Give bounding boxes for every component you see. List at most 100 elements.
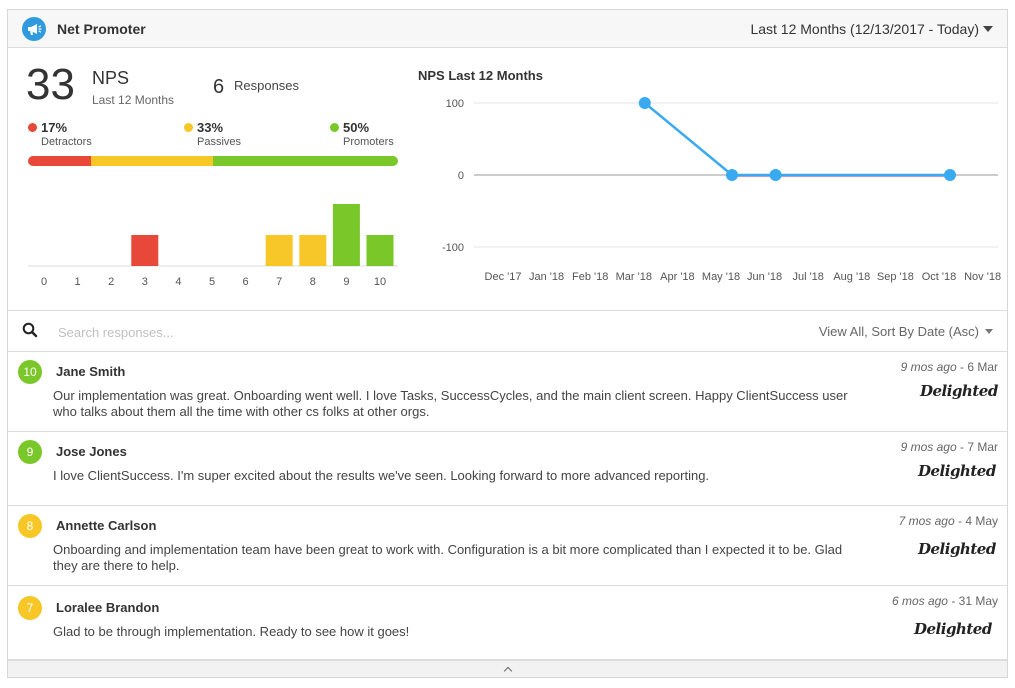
megaphone-icon xyxy=(22,17,46,41)
responses-count: 6 xyxy=(213,76,225,98)
x-tick-label: Sep '18 xyxy=(877,271,914,283)
response-date: - 7 Mar xyxy=(956,440,998,454)
passives-percent: 33% xyxy=(197,120,224,135)
caret-down-icon[interactable] xyxy=(983,26,993,32)
distribution-segment xyxy=(212,156,398,166)
histogram-tick-label: 2 xyxy=(108,276,114,288)
detractors-label: Detractors xyxy=(41,136,92,148)
net-promoter-panel: Net Promoter Last 12 Months (12/13/2017 … xyxy=(7,9,1008,678)
passives-dot xyxy=(184,123,193,132)
nps-distribution-bar xyxy=(28,156,398,166)
relative-time: 9 mos ago xyxy=(900,440,957,454)
delighted-logo: Delighted xyxy=(920,382,998,400)
promoters-dot xyxy=(330,123,339,132)
chevron-up-icon[interactable] xyxy=(503,666,512,676)
relative-time: 9 mos ago xyxy=(900,360,957,374)
score-badge: 9 xyxy=(18,440,42,464)
delighted-logo: Delighted xyxy=(914,620,992,638)
x-tick-label: Nov '18 xyxy=(964,271,1001,283)
response-text: Glad to be through implementation. Ready… xyxy=(53,624,410,639)
y-tick-label: 0 xyxy=(458,170,464,182)
response-time: 9 mos ago - 7 Mar xyxy=(901,440,998,454)
caret-down-icon[interactable] xyxy=(985,329,993,334)
detractors-dot xyxy=(28,123,37,132)
series-line xyxy=(644,102,950,177)
response-time: 7 mos ago - 4 May xyxy=(899,514,998,528)
nps-line-chart: 100 0 -100 Dec '17 Jan '18 Feb '18 Mar '18 Apr … xyxy=(442,97,1001,283)
histogram-tick-label: 1 xyxy=(75,276,81,288)
x-tick-label: Jul '18 xyxy=(792,271,823,283)
nps-label: NPS xyxy=(92,68,130,88)
x-tick-label: Aug '18 xyxy=(833,271,870,283)
y-tick-label: -100 xyxy=(442,242,464,254)
x-tick-label: May '18 xyxy=(702,271,740,283)
detractors-stat: 17% Detractors xyxy=(28,120,92,148)
x-tick-label: Jan '18 xyxy=(529,271,564,283)
response-item[interactable]: 10 Jane Smith Our implementation was great… xyxy=(8,352,1007,432)
data-point xyxy=(638,97,651,109)
data-point xyxy=(726,169,738,181)
x-tick-label: Feb '18 xyxy=(572,271,608,283)
search-bar: View All, Sort By Date (Asc) xyxy=(8,310,1007,352)
score-histogram: 0 1 2 3 4 5 6 7 8 9 10 xyxy=(28,204,398,288)
response-date: - 6 Mar xyxy=(956,360,998,374)
response-text: Our implementation was great. Onboarding… xyxy=(53,388,848,419)
distribution-segment xyxy=(28,156,91,166)
response-date: - 4 May xyxy=(954,514,998,528)
histogram-tick-label: 9 xyxy=(343,276,349,288)
distribution-segment xyxy=(90,156,213,166)
promoters-stat: 50% Promoters xyxy=(330,120,394,148)
respondent-name[interactable]: Jane Smith xyxy=(56,364,126,379)
histogram-tick-label: 5 xyxy=(209,276,215,288)
search-icon[interactable] xyxy=(22,322,38,343)
y-tick-label: 100 xyxy=(446,98,464,110)
response-text: Onboarding and implementation team have … xyxy=(53,542,843,573)
histogram-tick-label: 7 xyxy=(276,276,282,288)
histogram-tick-label: 6 xyxy=(243,276,249,288)
delighted-logo: Delighted xyxy=(918,462,996,480)
x-tick-label: Oct '18 xyxy=(922,271,957,283)
search-input[interactable] xyxy=(58,322,458,342)
histogram-tick-label: 0 xyxy=(41,276,47,288)
promoters-label: Promoters xyxy=(343,136,394,148)
passives-label: Passives xyxy=(197,136,242,148)
x-tick-label: Jun '18 xyxy=(747,271,782,283)
promoters-percent: 50% xyxy=(343,120,370,135)
score-badge: 10 xyxy=(18,360,42,384)
panel-title: Net Promoter xyxy=(57,21,146,37)
histogram-bar xyxy=(131,235,159,266)
histogram-tick-label: 4 xyxy=(175,276,181,288)
nps-period: Last 12 Months xyxy=(92,93,175,107)
response-text: I love ClientSuccess. I'm super excited … xyxy=(53,468,710,483)
relative-time: 7 mos ago xyxy=(898,514,955,528)
histogram-tick-label: 3 xyxy=(142,276,148,288)
histogram-bar xyxy=(299,235,327,266)
x-tick-label: Mar '18 xyxy=(616,271,652,283)
response-date: - 31 May xyxy=(947,594,998,608)
response-item[interactable]: 8 Annette Carlson Onboarding and implement… xyxy=(8,506,1007,586)
sort-dropdown[interactable]: View All, Sort By Date (Asc) xyxy=(818,324,979,339)
detractors-percent: 17% xyxy=(41,120,68,135)
relative-time: 6 mos ago xyxy=(891,594,948,608)
respondent-name[interactable]: Jose Jones xyxy=(56,444,127,459)
response-item[interactable]: 7 Loralee Brandon Glad to be through imple… xyxy=(8,586,1007,660)
date-range-dropdown[interactable]: Last 12 Months (12/13/2017 - Today) xyxy=(750,21,979,37)
data-point xyxy=(944,169,956,181)
respondent-name[interactable]: Loralee Brandon xyxy=(56,600,160,615)
response-item[interactable]: 9 Jose Jones I love ClientSuccess. I'm sup… xyxy=(8,432,1007,506)
histogram-bar xyxy=(332,204,360,266)
panel-header: Net Promoter Last 12 Months (12/13/2017 … xyxy=(8,10,1007,48)
responses-label: Responses xyxy=(234,78,300,93)
collapse-bar[interactable] xyxy=(8,660,1007,677)
chart-title: NPS Last 12 Months xyxy=(418,68,543,83)
histogram-bar xyxy=(265,235,293,266)
score-badge: 7 xyxy=(18,596,42,620)
response-time: 9 mos ago - 6 Mar xyxy=(901,360,998,374)
score-badge: 8 xyxy=(18,514,42,538)
data-point xyxy=(769,169,782,181)
passives-stat: 33% Passives xyxy=(184,120,241,148)
respondent-name[interactable]: Annette Carlson xyxy=(56,518,157,533)
histogram-bar xyxy=(366,235,394,266)
response-time: 6 mos ago - 31 May xyxy=(892,594,998,608)
delighted-logo: Delighted xyxy=(918,540,996,558)
